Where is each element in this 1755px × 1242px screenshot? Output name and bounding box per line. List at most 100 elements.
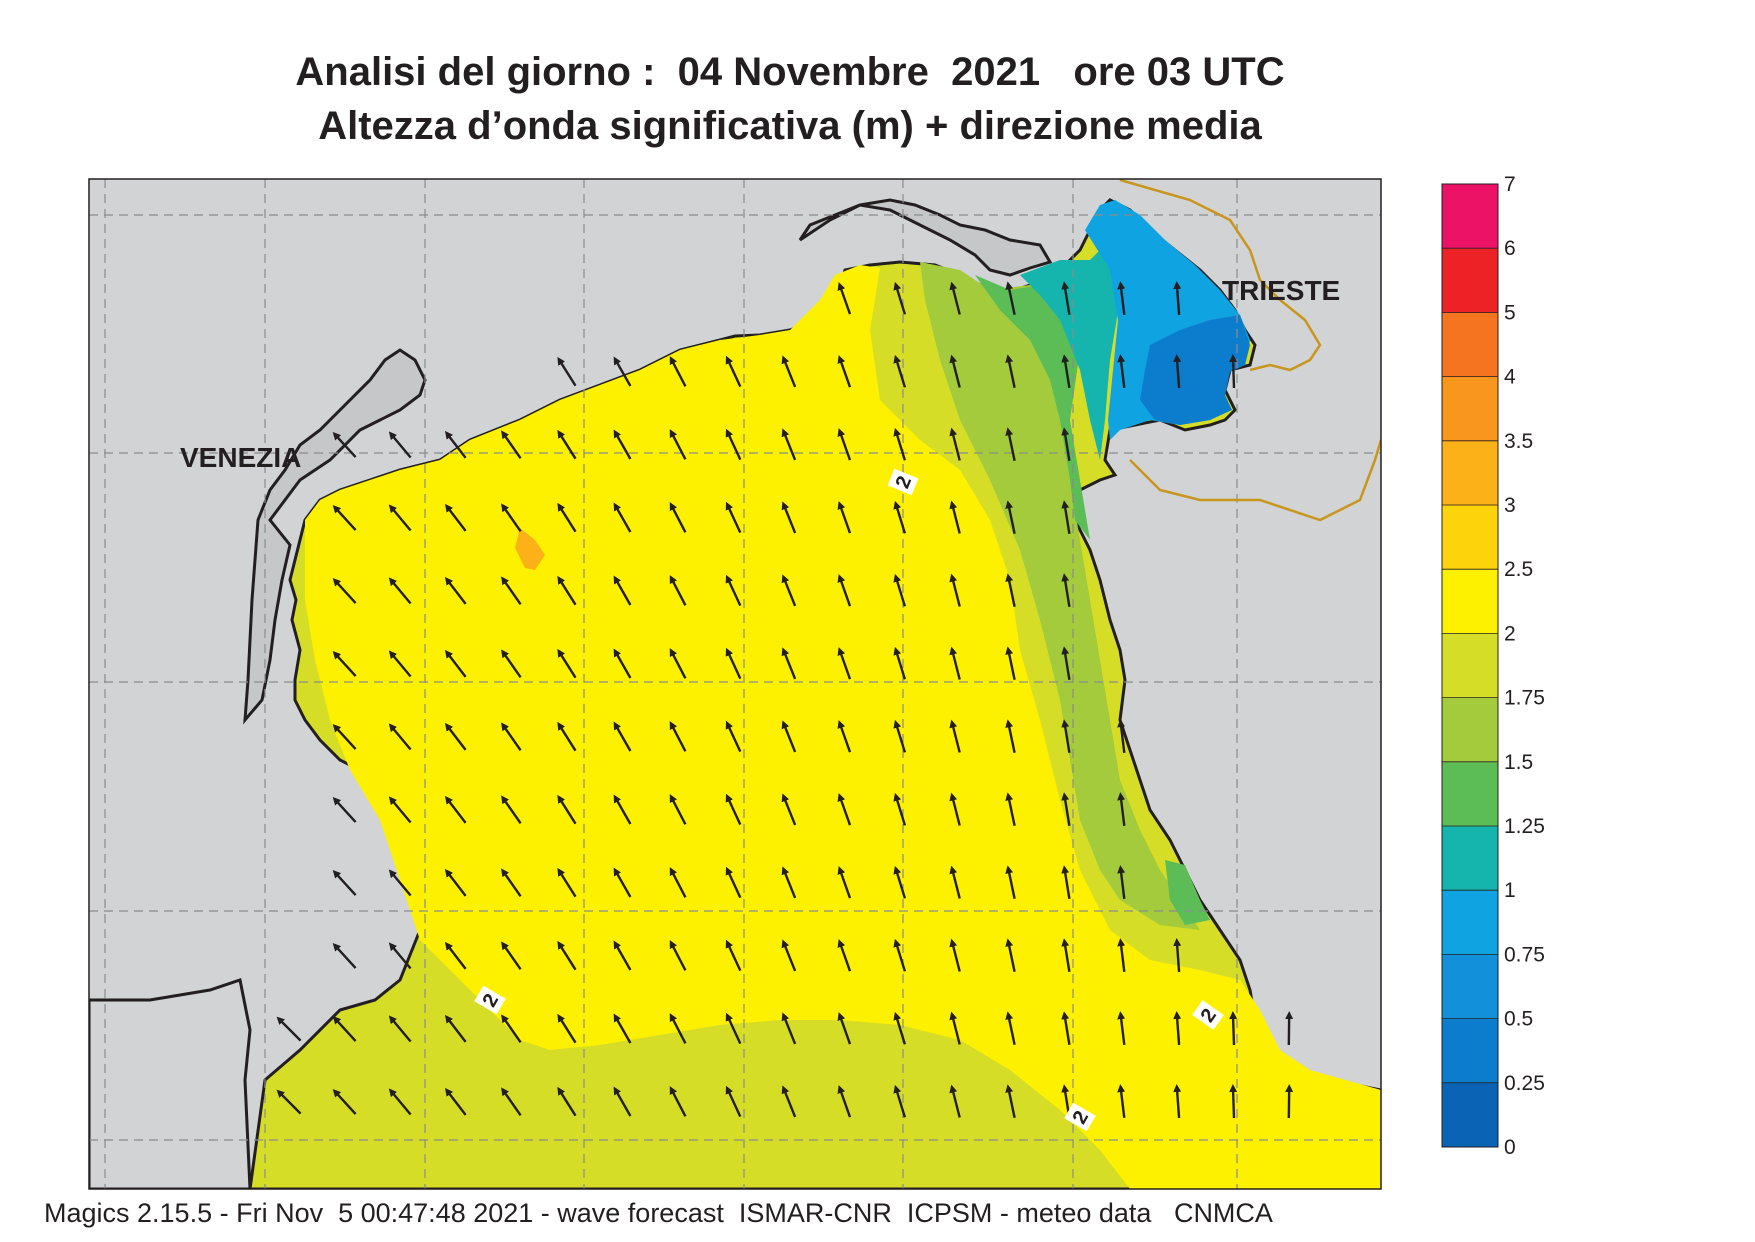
direction-arrow [893,354,907,388]
direction-arrow [669,1086,687,1117]
contour-label: 2 [1064,1102,1096,1132]
direction-arrow [613,794,632,825]
colorbar-tick-label: 0 [1504,1136,1516,1159]
direction-arrow [1005,1011,1016,1045]
direction-arrow [1061,865,1071,899]
direction-arrow [725,939,742,972]
direction-arrow [949,354,961,388]
direction-arrow [1061,281,1071,315]
direction-arrow [1117,865,1126,900]
direction-arrow [332,577,357,604]
wave-zone-1-75m [920,262,1200,930]
direction-arrow [669,1013,687,1044]
direction-arrow [781,793,797,826]
map-title-line2: Altezza d’onda significativa (m) + direz… [318,104,1262,148]
direction-arrow [893,573,907,607]
footer-credits: Magics 2.15.5 - Fri Nov 5 00:47:48 2021 … [44,1198,1273,1228]
direction-arrow [1117,354,1126,389]
direction-arrow [949,792,961,826]
direction-arrow [613,502,632,533]
colorbar-swatch [1442,826,1498,891]
direction-arrow [669,867,687,898]
direction-arrow [332,431,357,458]
direction-arrow [837,1085,852,1118]
colorbar-swatch [1442,1018,1498,1084]
direction-arrow [388,942,412,970]
direction-arrow [332,1088,357,1115]
map-area [89,179,1381,1189]
direction-arrow [949,1011,961,1045]
direction-arrow [1173,354,1182,389]
colorbar-swatch [1442,184,1498,249]
direction-arrow [893,1084,907,1118]
colorbar-swatch [1442,697,1498,763]
direction-arrow [1117,281,1126,316]
direction-arrow [332,1015,357,1042]
direction-arrow [388,869,412,897]
lagoon-land [89,978,252,1189]
direction-arrow [725,355,742,388]
colorbar-swatch [1442,761,1498,827]
direction-arrow [444,795,467,824]
direction-arrow [837,793,852,826]
direction-arrow [669,794,687,825]
direction-arrow [669,575,687,606]
colorbar-tick-label: 2.5 [1504,558,1533,581]
direction-arrow [893,646,907,680]
direction-arrow [1229,1084,1238,1119]
direction-arrow [1005,427,1016,461]
direction-arrow [725,647,742,680]
direction-arrow [949,573,961,607]
colorbar-legend: 0 0.25 0.5 0.75 1 1.25 1.5 1.75 2 2.5 3 3.5 4 5 6 7 [1441,173,1545,1159]
direction-arrow [1117,1011,1126,1046]
direction-arrow [501,649,522,678]
direction-arrow [669,940,687,971]
direction-arrow [557,867,577,898]
colorbar-tick-label: 5 [1504,301,1516,324]
direction-arrow [1061,354,1071,388]
direction-arrow [1173,1084,1182,1119]
direction-arrow [669,648,687,679]
direction-arrow [837,282,852,315]
colorbar-swatch [1442,569,1498,634]
direction-arrow [332,723,357,750]
map-title-line1: Analisi del giorno : 04 Novembre 2021 or… [295,50,1285,94]
direction-arrow [781,574,797,607]
direction-arrow [725,720,742,753]
direction-arrow [388,1088,412,1116]
direction-arrow [1061,573,1071,607]
direction-arrow [501,941,522,970]
colorbar-tick-label: 6 [1504,237,1516,260]
direction-arrow [1061,938,1071,972]
direction-arrow [781,355,797,388]
direction-arrow [613,1086,632,1117]
colorbar-tick-label: 7 [1504,173,1516,196]
direction-arrow [1117,1084,1126,1119]
direction-arrow [893,500,907,534]
direction-arrow [669,356,687,387]
direction-arrow [725,793,742,826]
direction-arrow [557,356,577,387]
direction-arrow [669,429,687,460]
direction-arrow [1117,792,1126,827]
colorbar-tick-label: 0.75 [1504,943,1545,966]
direction-arrow [837,1012,852,1045]
wave-zone-1-5m [975,275,1090,540]
direction-arrow [388,577,412,605]
direction-arrow [949,865,961,899]
map-frame [88,178,1382,1190]
direction-arrow [1061,500,1071,534]
direction-arrow [949,427,961,461]
national-border [1119,179,1381,522]
colorbar-tick-label: 3 [1504,494,1516,517]
direction-arrow [613,1013,632,1044]
colorbar-swatch [1442,954,1498,1020]
direction-arrow [837,939,852,972]
colorbar-swatch [1442,312,1498,378]
direction-arrow [669,721,687,752]
direction-arrow [444,649,467,678]
wave-zone-1-5m-south [1165,860,1210,925]
direction-arrow [1005,719,1016,753]
direction-arrow [781,647,797,680]
